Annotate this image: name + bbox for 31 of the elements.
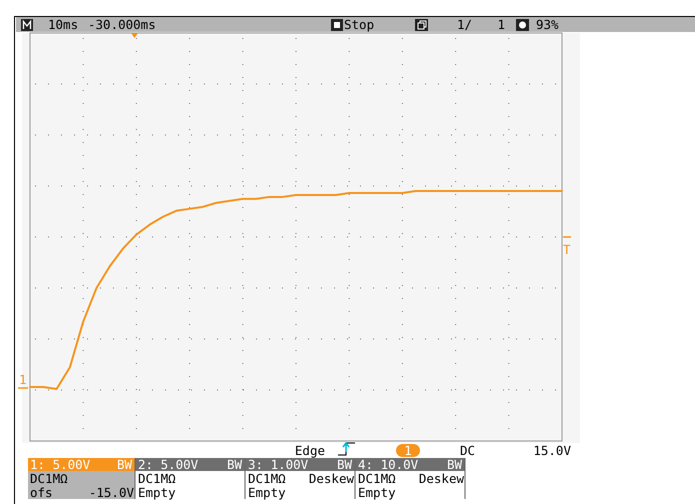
text: DC1MΩ [248, 471, 286, 486]
text: Deskew [308, 471, 354, 486]
text: DC1MΩ [30, 471, 68, 486]
text: DC1MΩ [138, 471, 176, 486]
text: 2: 5.00V [138, 457, 199, 472]
text: BW [226, 457, 242, 472]
text: 15.0V [533, 443, 572, 458]
text: -15.0V [88, 485, 134, 500]
text: Empty [138, 485, 176, 500]
text: DC [460, 443, 476, 458]
text: -30.000ms [88, 17, 156, 32]
text: 1 [19, 372, 27, 387]
text: 4: 10.0V [358, 457, 419, 472]
text: 3: 1.00V [248, 457, 309, 472]
text: 1 [404, 443, 412, 458]
text: 1: 5.00V [30, 457, 91, 472]
text: 1/ [457, 17, 472, 32]
text: T [563, 242, 571, 257]
text: Edge [294, 443, 325, 458]
text: 93% [536, 17, 560, 32]
text: Stop [344, 17, 374, 32]
text: BW [116, 457, 132, 472]
text: Empty [248, 485, 286, 500]
text: Empty [358, 485, 396, 500]
text: BW [336, 457, 352, 472]
text: ofs [30, 485, 53, 500]
text: Deskew [418, 471, 464, 486]
text: 1 [497, 17, 505, 32]
text: 10ms [48, 17, 78, 32]
text: DC1MΩ [358, 471, 396, 486]
text: BW [446, 457, 462, 472]
